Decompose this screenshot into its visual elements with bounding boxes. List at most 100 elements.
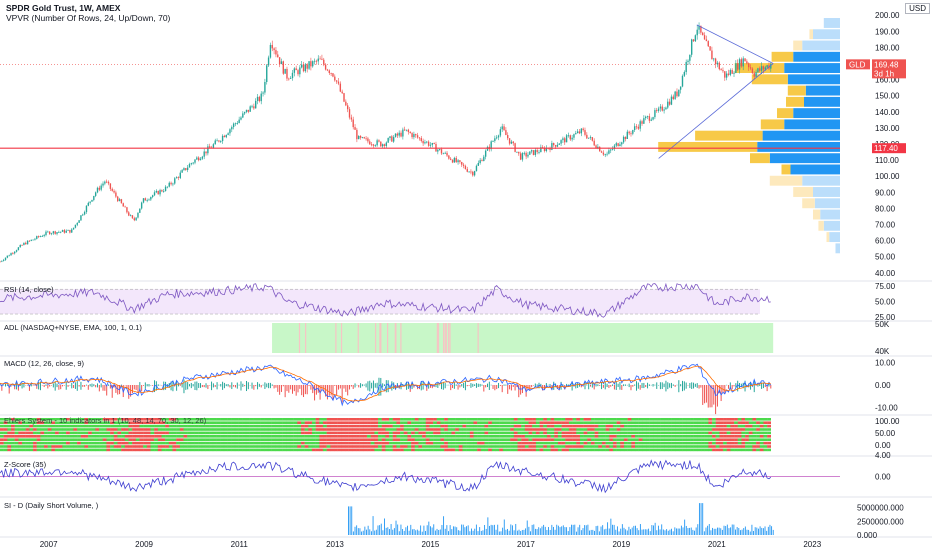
ehlers-cell: [631, 421, 636, 424]
si-label[interactable]: SI - D (Daily Short Volume, ): [4, 501, 99, 510]
macd-histogram-bar: [740, 383, 742, 387]
ehlers-cell: [660, 435, 665, 438]
macd-histogram-bar: [190, 382, 192, 389]
candle-body: [389, 136, 391, 139]
ehlers-cell: [411, 448, 415, 452]
ehlers-cell: [480, 438, 485, 441]
short-volume-bar: [366, 529, 367, 535]
time-tick-label: 2023: [803, 540, 821, 549]
ehlers-cell: [150, 418, 155, 421]
ehlers-cell: [444, 441, 448, 445]
ehlers-cell: [278, 418, 283, 421]
short-volume-bar: [428, 521, 430, 535]
ehlers-cell: [201, 424, 206, 428]
macd-histogram-bar: [485, 385, 487, 388]
candle-body: [72, 227, 75, 230]
ehlers-cell: [491, 431, 496, 435]
ehlers-cell: [539, 418, 544, 421]
ehlers-cell: [359, 428, 364, 431]
candle-body: [216, 140, 218, 142]
candle-body: [437, 149, 439, 152]
macd-histogram-bar: [770, 385, 772, 389]
candle-body: [424, 142, 426, 144]
ehlers-cell: [598, 428, 603, 431]
ehlers-cell: [176, 438, 181, 441]
ehlers-cell: [33, 428, 37, 431]
candle-body: [525, 152, 527, 157]
short-volume-bar: [433, 524, 435, 535]
ehlers-cell: [205, 441, 210, 445]
ehlers-cell: [422, 438, 426, 441]
ehlers-cell: [594, 438, 599, 441]
ehlers-cell: [337, 441, 342, 445]
ehlers-cell: [275, 431, 280, 435]
ehlers-cell: [212, 424, 217, 428]
ehlers-cell: [66, 438, 70, 441]
ehlers-cell: [267, 441, 272, 445]
ehlers-cell: [113, 424, 118, 428]
ehlers-cell: [216, 431, 221, 435]
ehlers-cell: [249, 438, 254, 441]
adl-label[interactable]: ADL (NASDAQ+NYSE, EMA, 100, 1, 0.1): [4, 323, 142, 332]
price-tick-label: 190.00: [875, 27, 900, 36]
short-volume-bar: [564, 527, 566, 535]
macd-histogram-bar: [225, 384, 227, 387]
ehlers-cell: [381, 431, 386, 435]
candle-body: [611, 148, 614, 150]
candle-body: [420, 138, 422, 141]
ehlers-cell: [106, 448, 111, 452]
short-volume-bar: [726, 524, 728, 535]
ehlers-cell: [712, 431, 716, 435]
ehlers-cell: [546, 418, 551, 421]
ehlers-cell: [14, 418, 19, 421]
candle-body: [199, 158, 202, 161]
ehlers-cell: [66, 424, 70, 428]
zscore-label[interactable]: Z-Score (35): [4, 460, 47, 469]
ehlers-cell: [278, 424, 283, 428]
ehlers-cell: [282, 421, 287, 424]
ehlers-cell: [708, 428, 713, 431]
macd-histogram-bar: [65, 381, 67, 390]
ehlers-cell: [110, 441, 114, 445]
ehlers-cell: [99, 421, 103, 424]
candle-body: [404, 129, 406, 131]
short-volume-bar: [443, 516, 445, 535]
macd-histogram-bar: [371, 382, 373, 389]
ehlers-cell: [275, 445, 280, 448]
ehlers-cell: [367, 441, 371, 445]
macd-histogram-bar: [275, 385, 277, 388]
ehlers-cell: [634, 421, 639, 424]
ehlers-cell: [546, 441, 551, 445]
short-volume-bar: [375, 529, 377, 535]
short-volume-bar: [615, 529, 617, 535]
ehlers-cell: [455, 431, 460, 435]
ehlers-cell: [638, 445, 643, 448]
rsi-label[interactable]: RSI (14, close): [4, 285, 54, 294]
macd-histogram-bar: [291, 385, 293, 394]
macd-histogram-bar: [201, 385, 203, 388]
ehlers-cell: [62, 438, 67, 441]
macd-histogram-bar: [345, 385, 347, 392]
ehlers-cell: [763, 418, 768, 421]
ehlers-label[interactable]: Ehlers System - 10 indicators in 1 (10, …: [4, 416, 207, 425]
candle-body: [591, 137, 594, 141]
vpvr-label[interactable]: VPVR (Number Of Rows, 24, Up/Down, 70): [6, 13, 171, 23]
ehlers-cell: [623, 448, 628, 452]
ehlers-cell: [33, 445, 37, 448]
short-volume-bar: [559, 527, 561, 535]
ehlers-cell: [422, 418, 426, 421]
ehlers-cell: [568, 435, 573, 438]
macd-label[interactable]: MACD (12, 26, close, 9): [4, 359, 85, 368]
candle-body: [650, 119, 652, 121]
ehlers-cell: [165, 428, 170, 431]
currency-badge[interactable]: USD: [905, 3, 930, 14]
ehlers-cell: [682, 435, 687, 438]
price-tick-label: 160.00: [875, 76, 900, 85]
ehlers-cell: [11, 441, 15, 445]
ehlers-cell: [337, 445, 342, 448]
macd-histogram-bar: [575, 382, 577, 389]
ehlers-cell: [29, 428, 34, 431]
candle-body: [135, 217, 137, 221]
candle-body: [556, 144, 559, 147]
